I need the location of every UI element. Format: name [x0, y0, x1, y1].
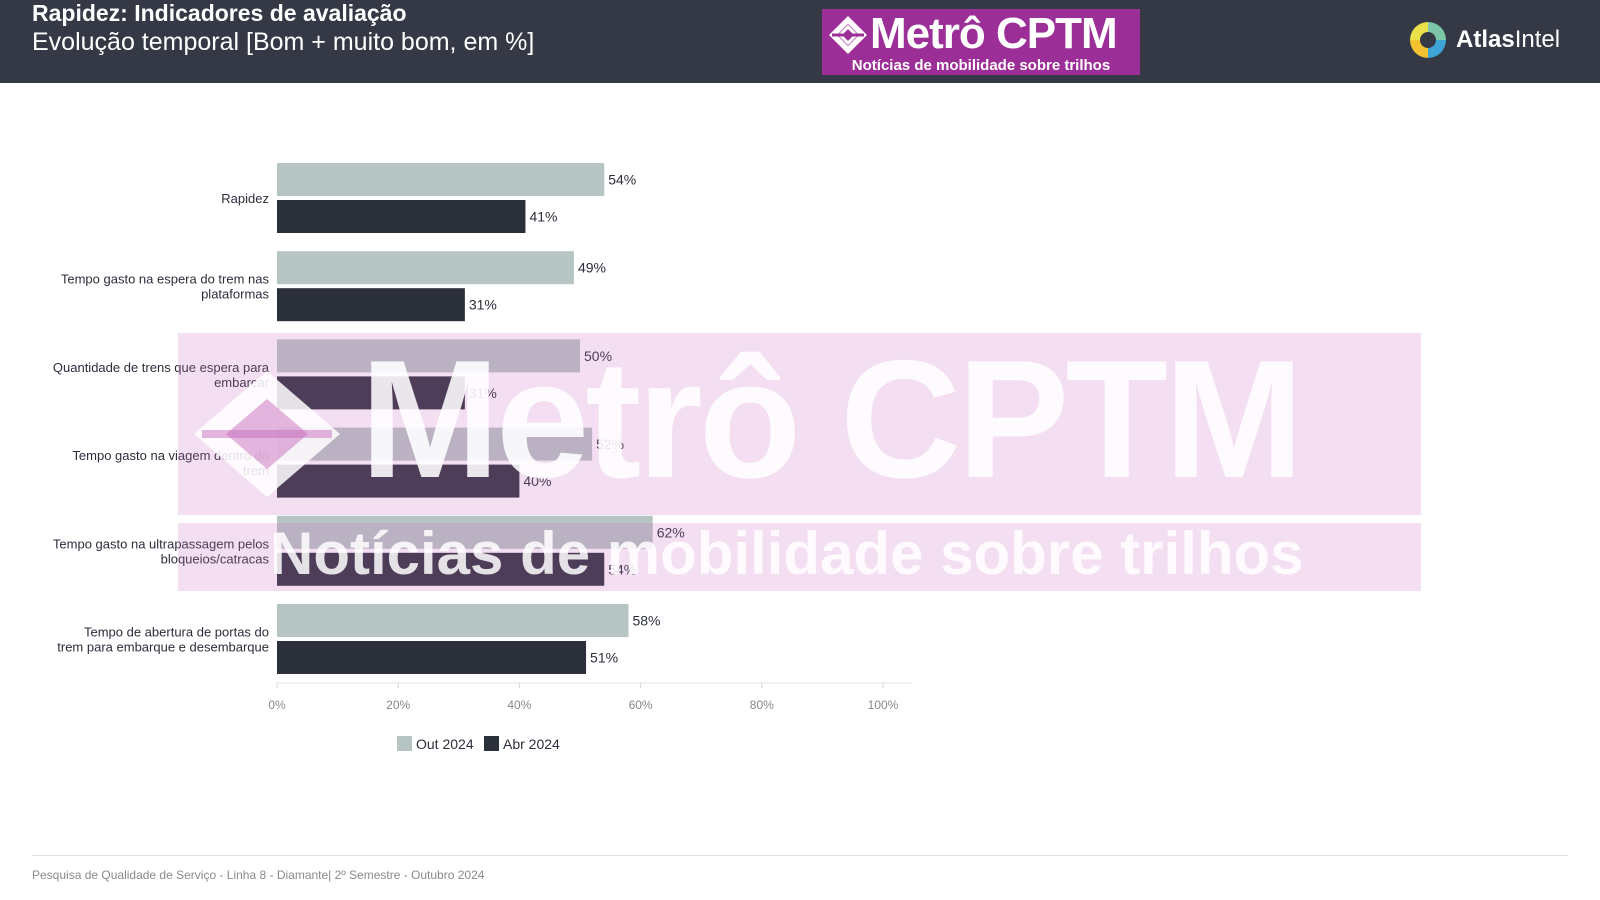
x-tick-label: 20%	[386, 698, 410, 712]
atlas-light-text: Intel	[1514, 26, 1561, 53]
bar-value-label: 31%	[469, 385, 497, 401]
category-label-line: bloqueios/catracas	[161, 551, 270, 566]
brand-tagline: Notícias de mobilidade sobre trilhos	[851, 57, 1111, 74]
category-label-line: plataformas	[201, 287, 269, 302]
bar-out-2024	[277, 604, 629, 637]
bar-out-2024	[277, 251, 574, 285]
metro-diamond-icon	[829, 16, 867, 54]
bar-out-2024	[277, 339, 580, 373]
x-tick-label: 100%	[868, 698, 899, 712]
atlas-ring-icon	[1410, 22, 1446, 58]
x-tick-label: 0%	[268, 698, 286, 712]
bar-out-2024	[277, 515, 653, 549]
category-label-line: Tempo gasto na espera do trem nas	[61, 272, 270, 287]
bar-value-label: 62%	[657, 524, 685, 540]
bar-abr-2024	[277, 376, 465, 410]
bar-value-label: 58%	[632, 613, 660, 629]
x-tick-label: 80%	[750, 698, 774, 712]
legend-label: Abr 2024	[503, 736, 560, 752]
page-subtitle: Evolução temporal [Bom + muito bom, em %…	[32, 28, 535, 56]
footer-divider	[32, 855, 1568, 856]
bar-chart: 0% 20% 40% 60% 80% 100% Rapidez 54% 41% Tempo gas…	[53, 163, 912, 752]
category-label-line: Rapidez	[221, 191, 269, 206]
category-label-line: Tempo de abertura de portas do	[84, 625, 269, 640]
category-label-line: embarcar	[214, 375, 270, 390]
brand-name: Metrô CPTM	[870, 9, 1118, 58]
atlas-wordmark: AtlasIntel	[1456, 26, 1560, 54]
footer-source: Pesquisa de Qualidade de Serviço - Linha…	[32, 868, 485, 882]
bar-abr-2024	[277, 552, 605, 586]
bar-value-label: 54%	[608, 172, 636, 188]
bar-value-label: 41%	[529, 209, 557, 225]
category-label: Tempo gasto na ultrapassagem pelos bloque…	[53, 536, 270, 566]
atlasintel-logo: AtlasIntel	[1408, 20, 1560, 60]
bar-abr-2024	[277, 641, 587, 674]
bar-value-label: 49%	[578, 260, 606, 276]
bar-abr-2024	[277, 464, 520, 498]
bar-out-2024	[277, 427, 593, 461]
legend-swatch-out-2024	[397, 736, 412, 751]
bar-value-label: 51%	[590, 650, 618, 666]
category-label-line: Tempo gasto na viagem dentro do	[72, 448, 269, 463]
bar-value-label: 31%	[469, 297, 497, 313]
bar-value-label: 50%	[584, 348, 612, 364]
metro-cptm-logo: Metrô CPTM Notícias de mobilidade sobre …	[822, 9, 1140, 75]
category-label-line: trem	[243, 463, 269, 478]
x-tick-label: 40%	[507, 698, 531, 712]
x-tick-label: 60%	[629, 698, 653, 712]
atlas-bold-text: Atlas	[1456, 26, 1515, 53]
bar-value-label: 40%	[523, 473, 551, 489]
legend-label: Out 2024	[416, 736, 474, 752]
page-title: Rapidez: Indicadores de avaliação	[32, 0, 407, 26]
category-label: Tempo gasto na espera do trem nas platafo…	[61, 272, 270, 302]
bar-value-label: 52%	[596, 436, 624, 452]
category-label-line: trem para embarque e desembarque	[57, 640, 269, 655]
bar-out-2024	[277, 163, 605, 196]
category-label: Rapidez	[221, 191, 269, 206]
category-label: Tempo de abertura de portas do trem para …	[57, 625, 269, 655]
category-label-line: Quantidade de trens que espera para	[53, 360, 270, 375]
legend-swatch-abr-2024	[484, 736, 499, 751]
bar-abr-2024	[277, 200, 526, 233]
category-label: Quantidade de trens que espera para embar…	[53, 360, 270, 390]
bar-value-label: 54%	[608, 561, 636, 577]
category-label-line: Tempo gasto na ultrapassagem pelos	[53, 536, 270, 551]
category-label: Tempo gasto na viagem dentro do trem	[72, 448, 269, 478]
page-header: Rapidez: Indicadores de avaliação Evoluç…	[0, 0, 1600, 83]
bar-abr-2024	[277, 288, 465, 322]
